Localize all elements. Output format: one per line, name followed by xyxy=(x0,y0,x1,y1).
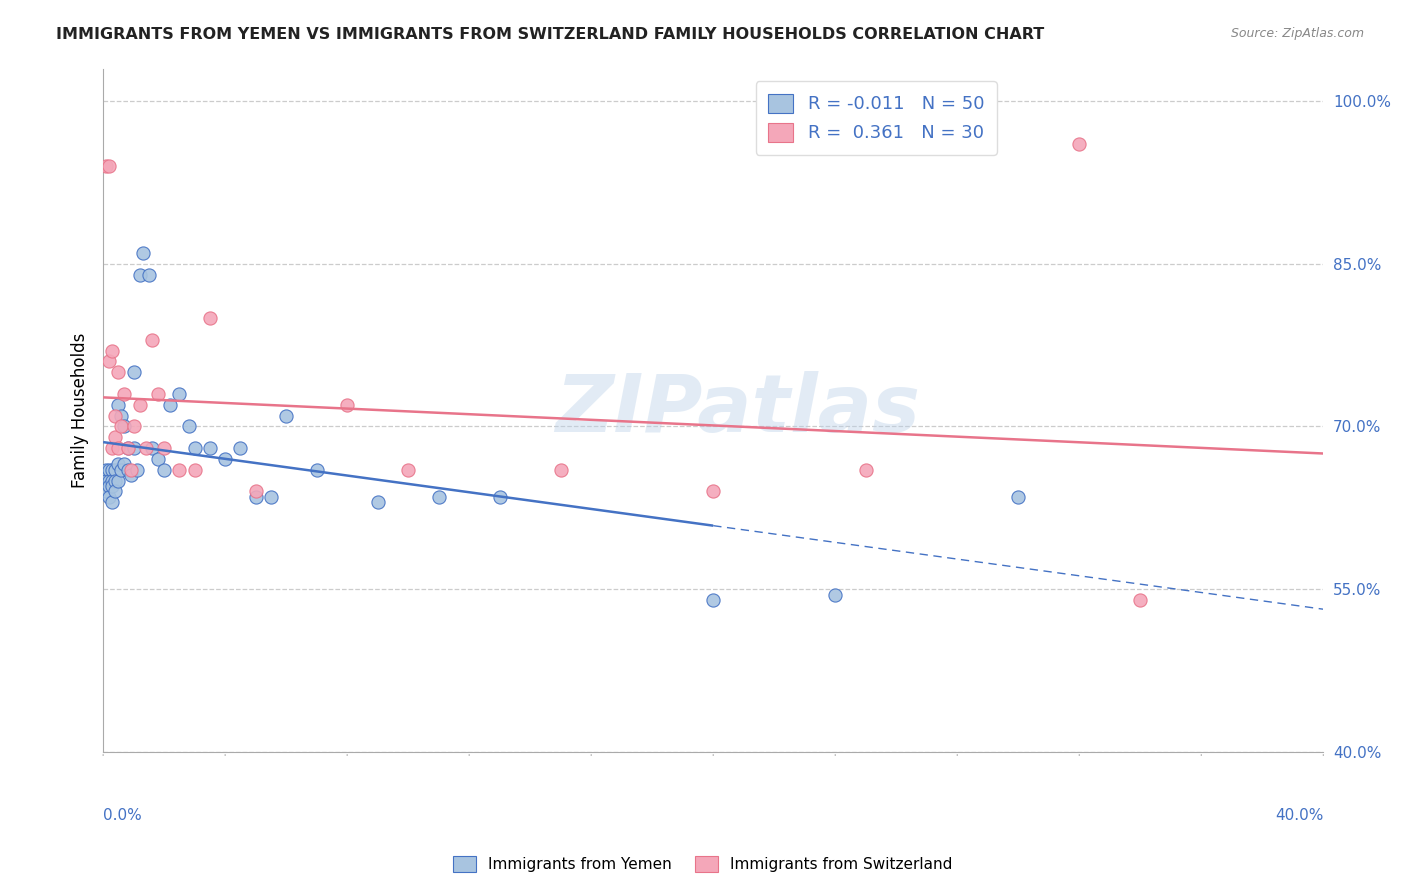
Point xyxy=(98,490,121,504)
Point xyxy=(128,268,150,282)
Point xyxy=(183,463,205,477)
Point xyxy=(101,495,124,509)
Point xyxy=(855,463,877,477)
Point xyxy=(110,463,132,477)
Point xyxy=(229,441,252,455)
Point xyxy=(153,463,176,477)
Point xyxy=(101,441,124,455)
Point xyxy=(104,474,127,488)
Point xyxy=(169,463,191,477)
Point xyxy=(128,398,150,412)
Point xyxy=(122,365,145,379)
Point xyxy=(138,268,160,282)
Point xyxy=(198,310,221,325)
Point xyxy=(96,484,118,499)
Point xyxy=(107,458,129,472)
Point xyxy=(367,495,389,509)
Point xyxy=(114,387,136,401)
Point xyxy=(114,458,136,472)
Point xyxy=(107,474,129,488)
Legend: Immigrants from Yemen, Immigrants from Switzerland: Immigrants from Yemen, Immigrants from S… xyxy=(446,848,960,880)
Point xyxy=(101,479,124,493)
Point xyxy=(104,430,127,444)
Point xyxy=(177,419,200,434)
Point xyxy=(96,474,118,488)
Point xyxy=(120,463,142,477)
Point xyxy=(1007,490,1029,504)
Point xyxy=(141,333,163,347)
Point xyxy=(132,246,155,260)
Point xyxy=(245,490,267,504)
Point xyxy=(98,479,121,493)
Text: ZIPatlas: ZIPatlas xyxy=(555,371,920,450)
Text: Source: ZipAtlas.com: Source: ZipAtlas.com xyxy=(1230,27,1364,40)
Point xyxy=(110,419,132,434)
Text: 40.0%: 40.0% xyxy=(1275,808,1323,823)
Text: IMMIGRANTS FROM YEMEN VS IMMIGRANTS FROM SWITZERLAND FAMILY HOUSEHOLDS CORRELATI: IMMIGRANTS FROM YEMEN VS IMMIGRANTS FROM… xyxy=(56,27,1045,42)
Point xyxy=(702,484,724,499)
Point xyxy=(98,463,121,477)
Point xyxy=(117,441,139,455)
Point xyxy=(824,588,846,602)
Point xyxy=(702,593,724,607)
Point xyxy=(107,365,129,379)
Point xyxy=(146,452,169,467)
Point xyxy=(488,490,510,504)
Point xyxy=(159,398,181,412)
Point xyxy=(114,419,136,434)
Point xyxy=(98,474,121,488)
Point xyxy=(96,159,118,173)
Point xyxy=(276,409,298,423)
Point xyxy=(117,463,139,477)
Point xyxy=(98,354,121,368)
Point xyxy=(104,463,127,477)
Y-axis label: Family Households: Family Households xyxy=(72,333,89,488)
Point xyxy=(107,441,129,455)
Point xyxy=(198,441,221,455)
Point xyxy=(101,463,124,477)
Point xyxy=(146,387,169,401)
Point xyxy=(104,409,127,423)
Point xyxy=(122,419,145,434)
Point xyxy=(104,484,127,499)
Point xyxy=(183,441,205,455)
Point xyxy=(1129,593,1152,607)
Point xyxy=(336,398,359,412)
Point xyxy=(214,452,236,467)
Point xyxy=(107,398,129,412)
Point xyxy=(141,441,163,455)
Point xyxy=(98,159,121,173)
Point xyxy=(110,409,132,423)
Point xyxy=(101,474,124,488)
Point xyxy=(125,463,148,477)
Text: 0.0%: 0.0% xyxy=(103,808,142,823)
Point xyxy=(153,441,176,455)
Point xyxy=(117,441,139,455)
Point xyxy=(396,463,419,477)
Point xyxy=(305,463,328,477)
Point xyxy=(1069,137,1091,152)
Point xyxy=(260,490,283,504)
Point xyxy=(120,468,142,483)
Point xyxy=(169,387,191,401)
Point xyxy=(550,463,572,477)
Point xyxy=(96,463,118,477)
Legend: R = -0.011   N = 50, R =  0.361   N = 30: R = -0.011 N = 50, R = 0.361 N = 30 xyxy=(755,81,997,155)
Point xyxy=(427,490,450,504)
Point xyxy=(122,441,145,455)
Point xyxy=(245,484,267,499)
Point xyxy=(101,343,124,358)
Point xyxy=(135,441,157,455)
